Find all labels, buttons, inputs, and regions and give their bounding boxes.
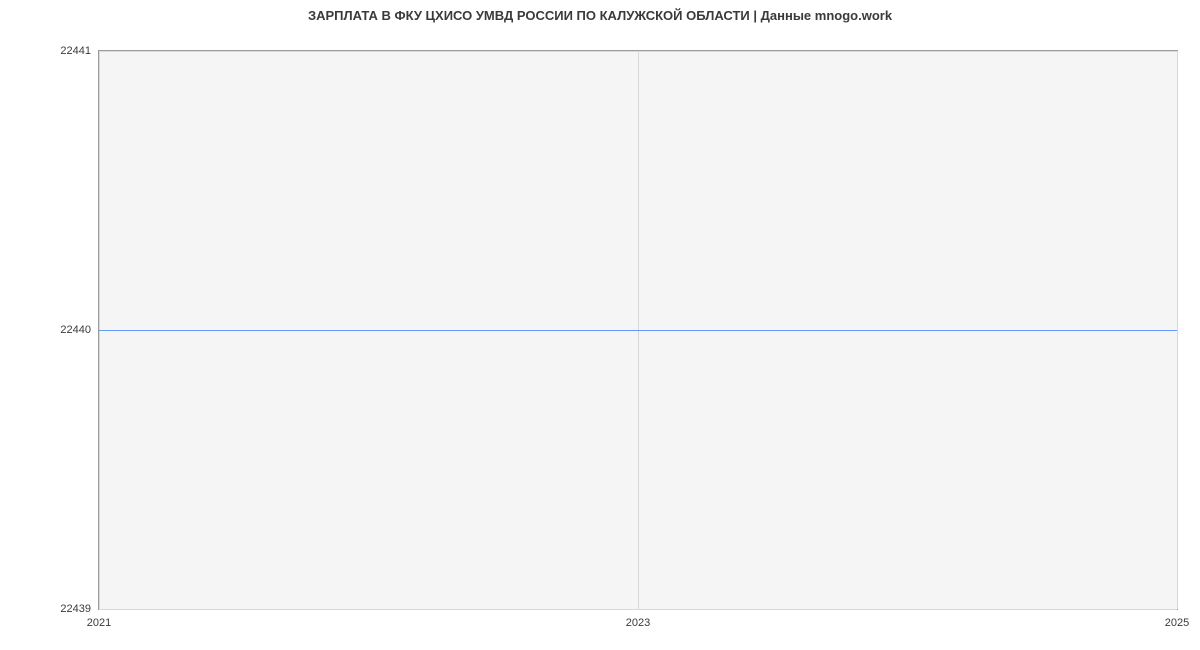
x-axis-tick: 2023	[626, 609, 650, 629]
chart-data-line	[99, 330, 1177, 331]
x-axis-tick: 2021	[87, 609, 111, 629]
x-axis-tick: 2025	[1165, 609, 1189, 629]
y-axis-tick: 22440	[60, 324, 99, 336]
chart-title: ЗАРПЛАТА В ФКУ ЦХИСО УМВД РОССИИ ПО КАЛУ…	[0, 8, 1200, 23]
grid-v-line	[1177, 51, 1178, 609]
chart-plot-area: 22439 22440 22441 2021 2023 2025	[98, 50, 1178, 610]
y-axis-tick: 22441	[60, 45, 99, 57]
